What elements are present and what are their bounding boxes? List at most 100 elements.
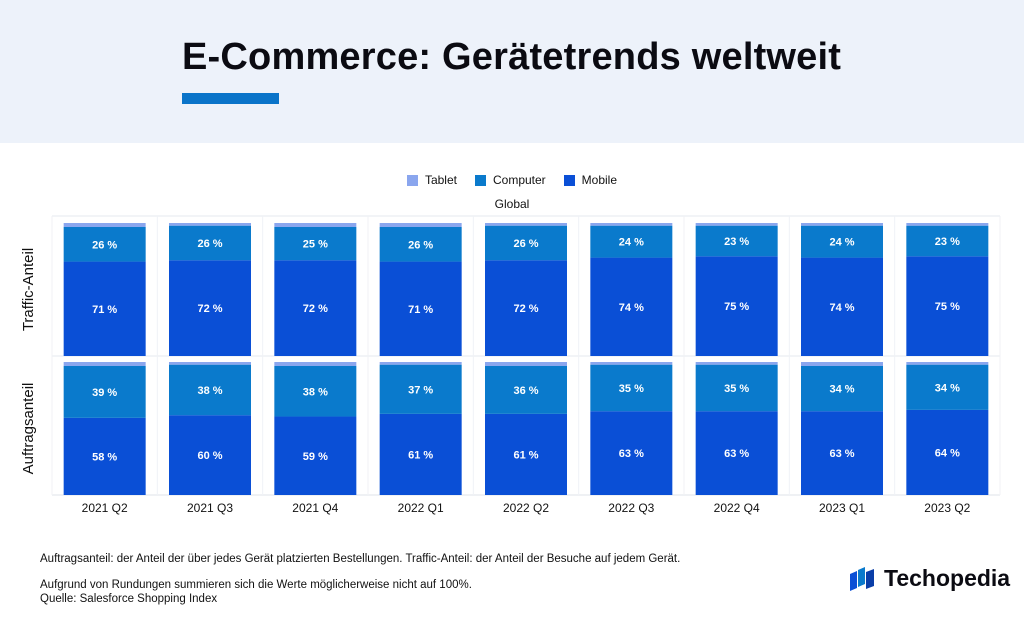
legend-label-tablet: Tablet bbox=[424, 173, 457, 187]
bar-segment-computer bbox=[906, 364, 989, 410]
data-label-computer: 26 % bbox=[197, 238, 222, 250]
bar-segment-mobile bbox=[695, 411, 778, 495]
data-label-mobile: 58 % bbox=[92, 451, 117, 463]
bar-segment-computer bbox=[485, 365, 567, 414]
data-label-computer: 36 % bbox=[513, 385, 538, 397]
data-label-mobile: 63 % bbox=[619, 448, 644, 460]
bar-segment-tablet bbox=[379, 223, 462, 227]
x-tick-label: 2023 Q1 bbox=[819, 501, 865, 515]
legend-swatch-tablet bbox=[406, 174, 418, 186]
x-tick-label: 2021 Q2 bbox=[82, 501, 128, 515]
footnote-source: Quelle: Salesforce Shopping Index bbox=[40, 593, 218, 605]
bar-segment-tablet bbox=[590, 223, 673, 226]
bar-segment-tablet bbox=[63, 362, 146, 366]
bar-segment-mobile bbox=[590, 257, 673, 356]
data-label-computer: 23 % bbox=[935, 236, 960, 248]
legend-label-mobile: Mobile bbox=[581, 173, 618, 187]
bar-segment-tablet bbox=[801, 362, 883, 366]
bar-segment-computer bbox=[274, 226, 357, 261]
data-label-computer: 38 % bbox=[197, 385, 222, 397]
data-label-computer: 25 % bbox=[303, 239, 328, 251]
bar-segment-computer bbox=[590, 225, 673, 258]
footnote-rounding: Aufgrund von Rundungen summieren sich di… bbox=[40, 579, 472, 591]
bar-segment-tablet bbox=[906, 223, 989, 226]
bar-segment-mobile bbox=[169, 415, 251, 495]
data-label-mobile: 60 % bbox=[197, 450, 222, 462]
data-label-computer: 26 % bbox=[408, 239, 433, 251]
header-banner: E-Commerce: Gerätetrends weltweit bbox=[0, 0, 1024, 143]
bar-segment-tablet bbox=[169, 362, 251, 365]
bar-segment-mobile bbox=[274, 260, 357, 356]
data-label-mobile: 63 % bbox=[829, 448, 854, 460]
bar-segment-computer bbox=[63, 226, 146, 262]
bar-segment-computer bbox=[379, 364, 462, 414]
bar-segment-mobile bbox=[906, 256, 989, 356]
x-tick-label: 2022 Q1 bbox=[398, 501, 444, 515]
data-label-mobile: 75 % bbox=[724, 301, 749, 313]
bar-segment-tablet bbox=[590, 362, 673, 365]
bar-segment-tablet bbox=[801, 223, 883, 226]
data-label-mobile: 71 % bbox=[92, 304, 117, 316]
techopedia-logo-icon bbox=[850, 566, 874, 591]
bar-segment-tablet bbox=[695, 223, 778, 226]
data-label-computer: 24 % bbox=[619, 237, 644, 249]
bar-segment-mobile bbox=[63, 417, 146, 495]
bar-segment-mobile bbox=[485, 260, 567, 356]
legend-item-tablet: Tablet bbox=[406, 171, 457, 189]
data-label-mobile: 74 % bbox=[829, 302, 854, 314]
bar-segment-mobile bbox=[801, 411, 883, 495]
bar-segment-mobile bbox=[169, 260, 251, 356]
legend-swatch-computer bbox=[474, 174, 486, 186]
legend-item-computer: Computer bbox=[474, 171, 546, 189]
bar-segment-mobile bbox=[695, 256, 778, 356]
data-label-computer: 26 % bbox=[92, 239, 117, 251]
panel-label-orders: Auftragsanteil bbox=[20, 383, 37, 475]
x-tick-label: 2021 Q3 bbox=[187, 501, 233, 515]
data-label-mobile: 63 % bbox=[724, 448, 749, 460]
data-label-computer: 24 % bbox=[829, 237, 854, 249]
legend-swatch-mobile bbox=[563, 174, 575, 186]
data-label-computer: 23 % bbox=[724, 236, 749, 248]
data-label-mobile: 59 % bbox=[303, 451, 328, 463]
data-label-mobile: 72 % bbox=[303, 303, 328, 315]
chart-legend: Tablet Computer Mobile bbox=[0, 171, 1024, 189]
bar-segment-mobile bbox=[590, 411, 673, 495]
data-label-mobile: 72 % bbox=[197, 303, 222, 315]
bar-segment-tablet bbox=[274, 223, 357, 227]
title-accent-bar bbox=[182, 93, 279, 104]
x-tick-label: 2023 Q2 bbox=[924, 501, 970, 515]
bar-segment-mobile bbox=[906, 409, 989, 495]
data-label-computer: 35 % bbox=[619, 383, 644, 395]
data-label-mobile: 61 % bbox=[513, 449, 538, 461]
bar-segment-mobile bbox=[63, 261, 146, 356]
bar-segment-computer bbox=[695, 364, 778, 412]
brand-name: Techopedia bbox=[884, 565, 1011, 591]
data-label-mobile: 61 % bbox=[408, 449, 433, 461]
bar-segment-computer bbox=[274, 365, 357, 417]
x-tick-label: 2022 Q4 bbox=[714, 501, 760, 515]
bar-segment-tablet bbox=[695, 362, 778, 365]
bar-segment-computer bbox=[169, 225, 251, 261]
legend-item-mobile: Mobile bbox=[563, 171, 618, 189]
data-label-computer: 26 % bbox=[513, 238, 538, 250]
brand-logo: Techopedia bbox=[848, 565, 1010, 592]
bar-segment-tablet bbox=[379, 362, 462, 365]
bar-segment-computer bbox=[695, 225, 778, 257]
bar-segment-computer bbox=[801, 365, 883, 412]
bar-segment-mobile bbox=[801, 257, 883, 356]
bar-segment-computer bbox=[906, 225, 989, 257]
bar-segment-mobile bbox=[379, 261, 462, 356]
data-label-computer: 34 % bbox=[829, 384, 854, 396]
bar-segment-computer bbox=[379, 226, 462, 262]
bar-segment-tablet bbox=[485, 223, 567, 226]
chart-subtitle: Global bbox=[494, 197, 530, 211]
data-label-mobile: 64 % bbox=[935, 447, 960, 459]
bar-segment-computer bbox=[63, 365, 146, 418]
bar-segment-mobile bbox=[379, 413, 462, 495]
bar-segment-computer bbox=[169, 364, 251, 416]
panel-label-traffic: Traffic-Anteil bbox=[20, 248, 37, 331]
page-title: E-Commerce: Gerätetrends weltweit bbox=[182, 36, 842, 78]
bar-segment-mobile bbox=[485, 413, 567, 495]
x-tick-label: 2022 Q3 bbox=[608, 501, 654, 515]
